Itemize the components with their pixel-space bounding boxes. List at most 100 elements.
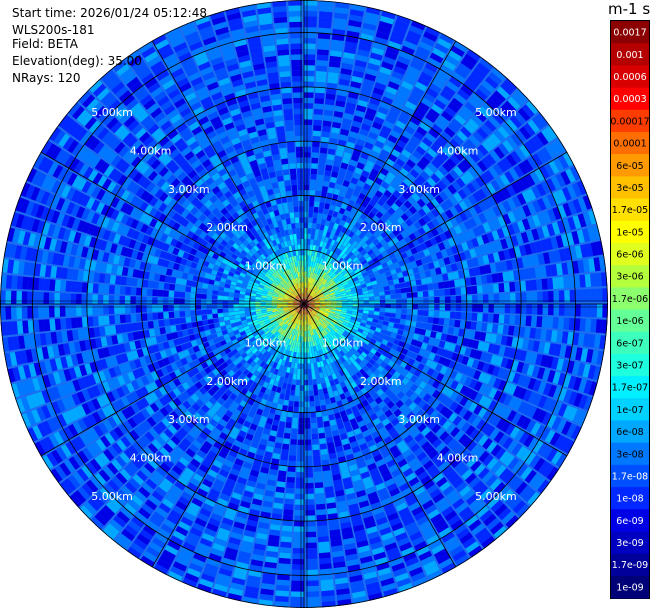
range-bin (339, 393, 346, 400)
range-bin (277, 308, 283, 311)
range-bin (503, 471, 515, 485)
range-bin (338, 319, 344, 324)
range-bin (503, 346, 512, 358)
range-bin (234, 333, 242, 339)
range-bin (77, 328, 85, 340)
range-bin (264, 388, 271, 396)
range-bin (469, 497, 482, 510)
range-bin (435, 225, 444, 234)
range-bin (431, 543, 446, 555)
range-bin (217, 308, 223, 314)
range-bin (532, 379, 542, 392)
range-bin (393, 527, 406, 537)
range-bin (344, 346, 351, 353)
range-bin (351, 292, 358, 296)
range-bin (329, 380, 336, 387)
range-bin (401, 293, 407, 299)
range-bin (293, 312, 298, 318)
range-bin (595, 319, 603, 333)
range-bin (420, 278, 428, 285)
range-bin (163, 319, 170, 327)
range-bin (191, 497, 203, 508)
range-bin (313, 273, 317, 280)
range-bin (236, 321, 242, 326)
range-bin (185, 433, 195, 444)
range-bin (557, 317, 565, 330)
range-bin (572, 409, 583, 424)
range-bin (449, 493, 462, 505)
range-bin (195, 310, 202, 316)
range-bin (511, 478, 524, 492)
range-bin (311, 291, 316, 297)
range-bin (595, 272, 602, 287)
range-bin (531, 153, 543, 167)
range-bin (333, 17, 347, 25)
range-bin (327, 148, 336, 156)
range-bin (422, 365, 430, 374)
range-bin (347, 136, 357, 144)
range-bin (409, 183, 419, 192)
range-bin (304, 130, 312, 136)
range-bin (426, 201, 435, 211)
range-bin (461, 105, 474, 118)
range-bin (435, 442, 446, 453)
range-bin (516, 338, 524, 349)
range-bin (70, 354, 79, 366)
range-bin (324, 236, 329, 243)
range-bin (319, 309, 325, 312)
range-bin (188, 502, 201, 512)
range-bin (300, 369, 304, 375)
range-bin (429, 187, 439, 198)
range-bin (323, 260, 329, 267)
range-bin (304, 298, 306, 304)
range-bin (417, 208, 427, 217)
range-bin (322, 120, 332, 127)
range-bin (466, 456, 478, 468)
range-bin (360, 555, 373, 564)
range-bin (462, 452, 474, 464)
range-bin (152, 511, 165, 523)
range-bin (396, 225, 405, 234)
range-bin (342, 477, 352, 485)
range-bin (293, 537, 304, 543)
range-bin (482, 342, 490, 352)
range-bin (492, 90, 506, 103)
range-bin (315, 228, 320, 235)
range-bin (307, 307, 312, 312)
range-bin (63, 369, 72, 382)
range-bin (308, 277, 311, 283)
range-bin (304, 255, 307, 261)
range-bin (201, 573, 216, 583)
range-bin (162, 549, 176, 561)
range-bin (304, 309, 306, 315)
range-bin (277, 309, 284, 313)
range-bin (112, 413, 122, 426)
range-bin (149, 402, 160, 413)
range-bin (427, 162, 438, 173)
range-bin (305, 515, 316, 522)
range-bin (318, 229, 324, 236)
range-bin (344, 192, 352, 200)
range-bin (226, 397, 234, 405)
range-bin (322, 213, 328, 220)
range-bin (370, 325, 377, 331)
range-bin (257, 317, 264, 322)
range-bin (177, 476, 189, 487)
range-bin (396, 304, 402, 309)
range-bin (413, 447, 424, 457)
range-bin (341, 297, 348, 300)
range-bin (276, 431, 284, 438)
range-bin (277, 340, 283, 347)
range-bin (527, 339, 535, 351)
range-bin (447, 272, 454, 280)
range-bin (290, 602, 304, 608)
range-bin (392, 211, 401, 220)
range-bin (292, 373, 297, 380)
range-bin (199, 537, 213, 548)
range-bin (140, 386, 149, 397)
range-bin (160, 366, 169, 376)
range-bin (351, 423, 360, 431)
range-bin (479, 332, 487, 342)
range-bin (155, 450, 166, 462)
range-bin (357, 49, 370, 58)
